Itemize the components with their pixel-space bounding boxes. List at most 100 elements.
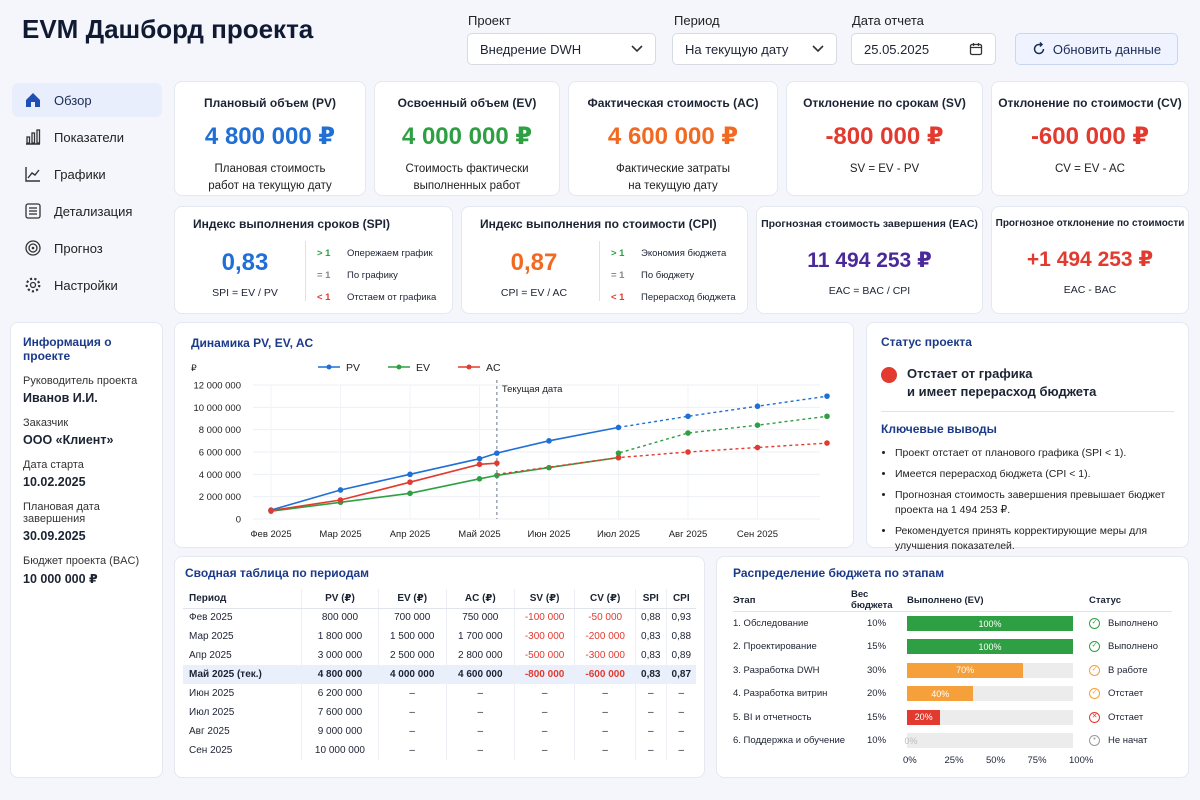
budget-weight: 20% bbox=[867, 688, 887, 700]
summary-cell: -800 000 bbox=[514, 665, 576, 684]
data-point-ac bbox=[476, 461, 483, 468]
evm-line-chart: Динамика PV, EV, AC ₽ PV EV AC 12 000 000 10 0… bbox=[191, 336, 830, 540]
summary-cell: – bbox=[635, 684, 667, 703]
kpi-card-sv: Отклонение по срокам (SV) -800 000 ₽ SV … bbox=[786, 81, 983, 196]
refresh-button[interactable]: Обновить данные bbox=[1015, 33, 1178, 65]
data-point-ac bbox=[337, 497, 344, 503]
budget-progress: 70% bbox=[907, 659, 1089, 683]
table-row: Сен 2025 10 000 000– – – – – – bbox=[183, 741, 696, 760]
data-point-pv bbox=[615, 424, 622, 431]
kpi-desc: Стоимость фактически выполненных работ bbox=[405, 163, 529, 192]
table-row: Мар 2025 1 800 000 1 500 000 1 700 000 -300 … bbox=[183, 627, 696, 646]
nav-overview[interactable]: Обзор bbox=[12, 83, 162, 117]
gear-icon bbox=[25, 277, 41, 293]
cpi-title: Индекс выполнения по стоимости (CPI) bbox=[480, 217, 717, 231]
summary-cell: -600 000 bbox=[574, 665, 636, 684]
spi-card: Индекс выполнения сроков (SPI) 0,83 SPI … bbox=[174, 206, 453, 314]
check-circle-icon: ✓ bbox=[1089, 641, 1100, 653]
summary-cell: – bbox=[574, 741, 636, 760]
summary-cell: 4 800 000 bbox=[301, 665, 379, 684]
budget-weight: 15% bbox=[867, 641, 887, 653]
legend-marker bbox=[466, 364, 472, 370]
kpi-card-ac: Фактическая стоимость (AC) 4 600 000 ₽ Ф… bbox=[568, 81, 778, 196]
data-point-pv bbox=[337, 487, 344, 493]
data-point-ac bbox=[407, 479, 413, 485]
budget-status: ✓ Выполнено bbox=[1089, 612, 1172, 636]
nav-metrics[interactable]: Показатели bbox=[12, 120, 162, 154]
check-circle-icon: ✓ bbox=[1089, 617, 1100, 629]
data-point-pv bbox=[494, 450, 500, 456]
progress-fill: 20% bbox=[907, 709, 941, 725]
data-point-ev bbox=[824, 413, 830, 420]
kpi-desc: CV = EV - AC bbox=[1055, 163, 1125, 175]
summary-cell: 0,93 bbox=[671, 612, 692, 624]
status-line: и имеет перерасход бюджета bbox=[907, 384, 1097, 399]
kpi-card-cv: Отклонение по стоимости (CV) -600 000 ₽ … bbox=[991, 81, 1189, 196]
budget-row: 3. Разработка DWH 30% 70% ✓ В работе bbox=[733, 659, 1172, 683]
summary-cell: – bbox=[678, 726, 685, 737]
budget-axis-tick: 25% bbox=[944, 755, 964, 766]
chevron-down-icon bbox=[812, 45, 824, 53]
info-label: Заказчик bbox=[23, 417, 69, 429]
project-select[interactable]: Внедрение DWH bbox=[467, 33, 656, 65]
summary-cell: 0,88 bbox=[635, 608, 667, 627]
summary-cell: – bbox=[446, 722, 515, 741]
series-forecast-line-pv bbox=[618, 395, 828, 429]
summary-cell: -100 000 bbox=[514, 608, 576, 627]
spi-value: 0,83 bbox=[221, 249, 269, 276]
date-input-value: 25.05.2025 bbox=[864, 41, 930, 57]
kpi-desc: SV = EV - PV bbox=[849, 163, 920, 175]
nav-forecast[interactable]: Прогноз bbox=[12, 231, 162, 265]
summary-cell: – bbox=[378, 722, 447, 741]
budget-axis-tick: 75% bbox=[1027, 755, 1047, 766]
budget-progress: 100% bbox=[907, 612, 1089, 636]
summary-cell: – bbox=[378, 741, 447, 760]
summary-header-cell: PV (₽) bbox=[301, 589, 379, 609]
vac-title: Прогнозное отклонение по стоимости bbox=[995, 218, 1185, 229]
budget-stage: 2. Проектирование bbox=[733, 641, 817, 653]
nav-settings[interactable]: Настройки bbox=[12, 268, 162, 302]
summary-cell: – bbox=[446, 684, 515, 703]
data-point-ev bbox=[476, 476, 483, 482]
info-value: 30.09.2025 bbox=[23, 529, 86, 543]
x-tick-label: Фев 2025 bbox=[250, 529, 291, 540]
period-select[interactable]: На текущую дату bbox=[672, 33, 837, 65]
progress-bar: 0% bbox=[905, 733, 1073, 749]
project-info-title: Информация о проекте bbox=[23, 335, 112, 363]
budget-title: Распределение бюджета по этапам bbox=[733, 566, 945, 580]
spi-formula: SPI = EV / PV bbox=[212, 287, 278, 299]
table-row: Фев 2025 800 000 700 000 750 000 -100 000 -50… bbox=[183, 608, 696, 627]
summary-cell: 9 000 000 bbox=[301, 722, 379, 741]
nav-charts[interactable]: Графики bbox=[12, 157, 162, 191]
kpi-card-pv: Плановый объем (PV) 4 800 000 ₽ Плановая… bbox=[174, 81, 366, 196]
nav-details[interactable]: Детализация bbox=[12, 194, 162, 228]
legend-marker bbox=[396, 364, 402, 370]
summary-cell: 4 000 000 bbox=[378, 665, 447, 684]
y-axis-unit: ₽ bbox=[191, 363, 197, 373]
eac-card: Прогнозная стоимость завершения (EAC) 11… bbox=[756, 206, 983, 314]
data-point-ac bbox=[754, 444, 761, 451]
summary-table: Период PV (₽) EV (₽) AC (₽) SV (₽) CV (₽) SPI C… bbox=[183, 589, 696, 760]
summary-cell: – bbox=[635, 703, 667, 722]
data-point-pv bbox=[685, 413, 691, 420]
y-tick-label: 10 000 000 bbox=[193, 403, 241, 414]
conclusions-title: Ключевые выводы bbox=[881, 422, 997, 436]
y-tick-label: 4 000 000 bbox=[199, 470, 241, 481]
list-icon bbox=[25, 203, 41, 219]
progress-bar: 70% bbox=[907, 662, 1073, 678]
summary-cell: – bbox=[446, 703, 515, 722]
check-circle-icon: ✓ bbox=[1089, 664, 1100, 676]
budget-progress: 0% bbox=[905, 729, 1089, 753]
summary-cell: – bbox=[514, 722, 576, 741]
budget-axis-tick: 100% bbox=[1069, 755, 1094, 766]
x-tick-label: Апр 2025 bbox=[390, 529, 431, 540]
progress-bar: 40% bbox=[907, 686, 1073, 702]
legend-marker bbox=[326, 364, 332, 370]
table-row: Июн 2025 6 200 000– – – – – – bbox=[183, 684, 696, 703]
data-point-ev bbox=[754, 422, 761, 428]
budget-progress: 40% bbox=[907, 682, 1089, 706]
date-input[interactable]: 25.05.2025 bbox=[851, 33, 996, 65]
summary-cell: 3 000 000 bbox=[301, 646, 379, 665]
summary-cell: 0,89 bbox=[671, 650, 692, 661]
period-label: Период bbox=[674, 13, 720, 28]
